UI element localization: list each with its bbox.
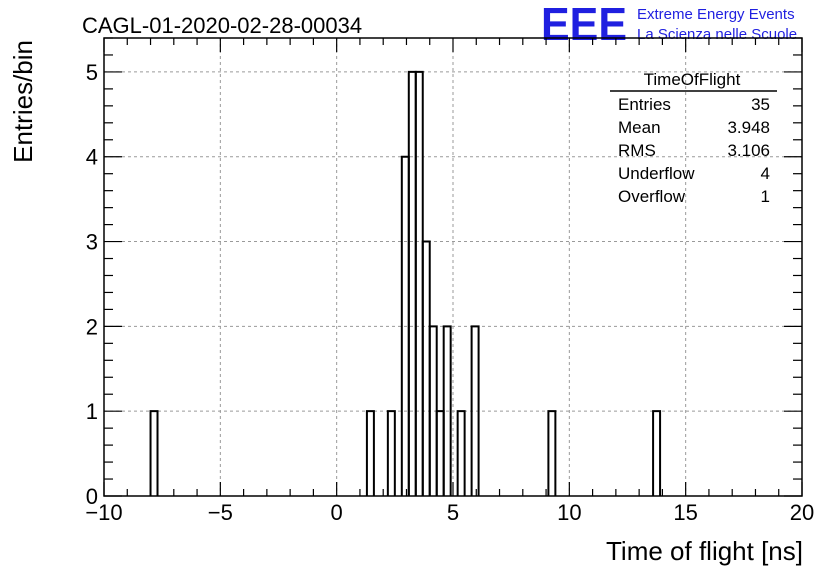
histogram-bin [547,410,557,496]
stats-label: Overflow [618,187,686,206]
stats-value: 3.106 [727,141,770,160]
stats-label: Underflow [618,164,695,183]
stats-value: 35 [751,95,770,114]
x-tick-label: 20 [790,500,814,525]
stats-title: TimeOfFlight [644,70,741,89]
stats-label: RMS [618,141,656,160]
histogram-bin [652,410,662,496]
axis-ticks [103,37,803,497]
histogram-bin [149,410,159,496]
run-title: CAGL-01-2020-02-28-00034 [82,13,362,38]
histogram-bars [149,70,662,496]
histogram-bin [435,410,445,496]
y-tick-label: 2 [86,314,98,339]
x-tick-label: 15 [673,500,697,525]
eee-logo: EEE [541,0,627,50]
y-tick-label: 5 [86,60,98,85]
histogram-bin [421,240,431,496]
histogram-bin [386,410,396,496]
y-tick-label: 1 [86,399,98,424]
stats-value: 4 [761,164,770,183]
histogram-bin [365,410,375,496]
x-tick-label: 10 [557,500,581,525]
histogram-bin [470,325,480,496]
x-tick-label: 5 [447,500,459,525]
tick-labels: −10 −5 0 5 10 15 20 0 1 2 3 4 5 [85,60,814,525]
y-tick-label: 4 [86,145,98,170]
stats-label: Mean [618,118,661,137]
x-tick-label: 0 [331,500,343,525]
x-axis-title: Time of flight [ns] [606,536,803,566]
grid-lines [104,38,802,496]
stats-value: 1 [761,187,770,206]
histogram-bin [407,70,417,496]
histogram-bin [456,410,466,496]
histogram-bin [414,70,424,496]
y-tick-label: 0 [86,484,98,509]
x-tick-label: −5 [208,500,233,525]
org-line-2: La Scienza nelle Scuole [637,26,797,43]
org-line-1: Extreme Energy Events [637,6,795,23]
y-axis-title: Entries/bin [8,40,38,163]
stats-label: Entries [618,95,671,114]
stats-value: 3.948 [727,118,770,137]
stats-rows: Entries 35 Mean 3.948 RMS 3.106 Underflow 4 Over… [618,95,770,206]
stats-box: TimeOfFlight Entries 35 Mean 3.948 RMS 3.106 U… [610,70,777,206]
histogram-bin [442,325,452,496]
y-tick-label: 3 [86,230,98,255]
x-tick-label: −10 [85,500,122,525]
